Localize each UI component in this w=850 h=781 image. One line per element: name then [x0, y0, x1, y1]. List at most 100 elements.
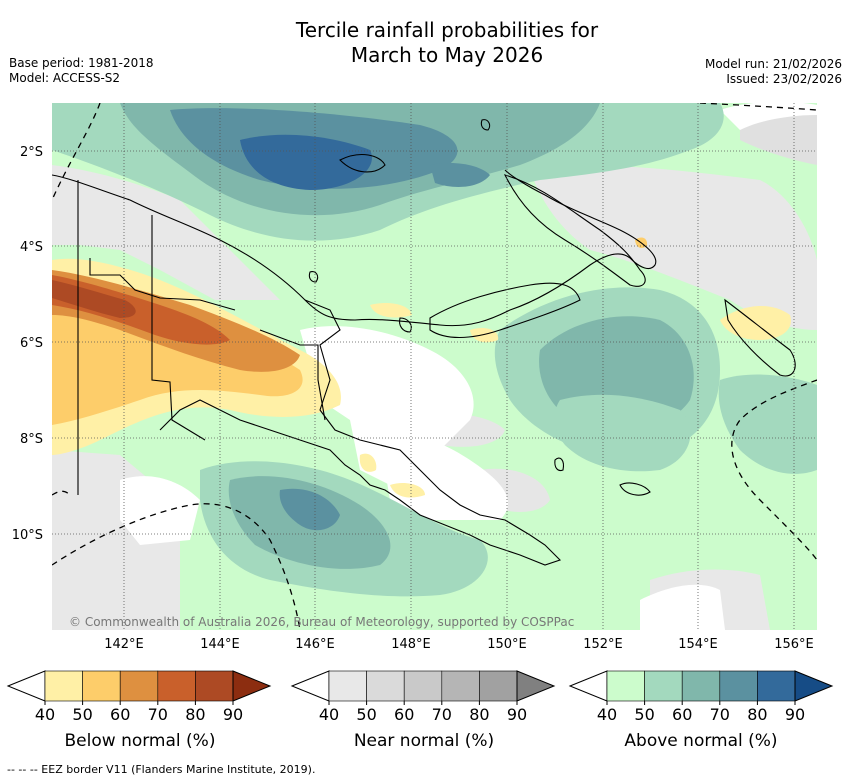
model-run: Model run: 21/02/2026 — [704, 57, 842, 71]
lon-label: 152°E — [583, 637, 623, 652]
below-normal-colorbar-segment — [82, 670, 121, 702]
island — [480, 119, 491, 131]
lon-label: 148°E — [391, 637, 431, 652]
below-normal-colorbar-tick-label: 50 — [72, 705, 92, 724]
province-border — [259, 329, 326, 421]
below-normal-colorbar-tick-label: 70 — [148, 705, 168, 724]
near-normal-area — [530, 165, 817, 330]
eez-borders — [52, 103, 817, 630]
above-normal-colorbar-tick-label: 90 — [785, 705, 805, 724]
island — [619, 482, 651, 496]
above-normal-colorbar-tick-label: 60 — [672, 705, 692, 724]
island — [308, 271, 319, 283]
near-normal-colorbar-tick-label: 90 — [507, 705, 527, 724]
eez-border — [52, 490, 71, 496]
lon-label: 142°E — [104, 637, 144, 652]
probability-field — [52, 103, 817, 630]
issued-date: Issued: 23/02/2026 — [726, 72, 842, 86]
below-normal-colorbar-segment — [157, 670, 196, 702]
island — [399, 317, 412, 333]
near-normal-colorbar-segment — [328, 670, 367, 702]
island-manus — [339, 154, 386, 173]
below-normal-label: Below normal (%) — [64, 731, 216, 751]
base-period: Base period: 1981-2018 — [9, 56, 154, 70]
below-normal-area — [390, 483, 425, 498]
near-normal-colorbar-tick-label: 40 — [319, 705, 339, 724]
lat-labels: 2°S 4°S 6°S 8°S 10°S — [12, 145, 43, 543]
above-normal-colorbar-segment — [719, 670, 758, 702]
province-border — [151, 215, 206, 441]
below-normal-colorbar-extend-high — [232, 670, 272, 702]
province-border — [89, 258, 236, 311]
model-name: Model: ACCESS-S2 — [9, 71, 121, 85]
lat-label: 4°S — [20, 240, 43, 255]
eez-border — [699, 103, 817, 111]
near-normal-colorbar-tick-label: 60 — [394, 705, 414, 724]
lat-label: 8°S — [20, 432, 43, 447]
below-normal-colorbar-tick-label: 80 — [185, 705, 205, 724]
above-normal-area — [240, 134, 372, 190]
near-normal-colorbar-tick-label: 70 — [432, 705, 452, 724]
island — [554, 457, 564, 472]
new-ireland — [503, 174, 646, 287]
above-normal-colorbar-tick-label: 70 — [710, 705, 730, 724]
below-normal-colorbar-segment — [119, 670, 159, 702]
lon-label: 156°E — [774, 637, 814, 652]
lon-label: 154°E — [678, 637, 718, 652]
lon-labels: 142°E 144°E 146°E 148°E 150°E 152°E 154°… — [104, 637, 814, 652]
above-normal-colorbar-tick-label: 50 — [634, 705, 654, 724]
above-normal-area — [718, 374, 817, 474]
near-normal-colorbar-extend-high — [516, 670, 556, 702]
below-normal-colorbar-segment — [44, 670, 83, 702]
lat-label: 10°S — [12, 528, 43, 543]
above-normal-label: Above normal (%) — [624, 731, 778, 751]
below-normal-area — [370, 303, 412, 318]
colorbars: 40 50 60 70 80 90 40 50 60 70 80 90 40 50 60 70 80 90 — [6, 670, 834, 724]
lat-label: 6°S — [20, 336, 43, 351]
lat-label: 2°S — [20, 145, 43, 160]
above-normal-colorbar-extend-high — [794, 670, 834, 702]
above-normal-colorbar-tick-label: 40 — [597, 705, 617, 724]
lon-label: 144°E — [200, 637, 240, 652]
eez-border — [52, 103, 101, 201]
metadata-right: Model run: 21/02/2026 Issued: 23/02/2026 — [705, 57, 842, 87]
near-normal-colorbar-segment — [479, 670, 518, 702]
new-britain — [429, 282, 581, 338]
above-normal-colorbar-segment — [606, 670, 645, 702]
above-normal-area — [430, 163, 490, 187]
above-normal-colorbar-segment — [757, 670, 796, 702]
below-normal-colorbar-extend-low — [6, 670, 46, 702]
new-guinea-north-coast — [52, 169, 657, 327]
below-normal-colorbar-tick-label: 90 — [223, 705, 243, 724]
near-normal-label: Near normal (%) — [353, 731, 495, 751]
below-normal-area — [52, 280, 136, 318]
copyright-notice: © Commonwealth of Australia 2026, Bureau… — [69, 615, 574, 629]
neutral-area — [380, 436, 509, 520]
below-normal-colorbar-tick-label: 60 — [110, 705, 130, 724]
title-line-2: March to May 2026 — [350, 43, 544, 67]
eez-border — [52, 503, 301, 630]
near-normal-colorbar-segment — [366, 670, 405, 702]
near-normal-colorbar-segment — [441, 670, 480, 702]
eez-footnote: -- -- -- EEZ border V11 (Flanders Marine… — [7, 763, 316, 776]
metadata-left: Base period: 1981-2018 Model: ACCESS-S2 — [9, 56, 154, 86]
above-normal-area — [279, 488, 340, 531]
near-normal-colorbar-tick-label: 80 — [469, 705, 489, 724]
near-normal-colorbar-extend-low — [290, 670, 330, 702]
below-normal-colorbar-segment — [195, 670, 234, 702]
above-normal-colorbar-segment — [644, 670, 683, 702]
neutral-area — [120, 476, 200, 545]
neutral-area — [640, 584, 725, 630]
near-normal-area — [52, 165, 280, 300]
title-line-1: Tercile rainfall probabilities for — [295, 18, 599, 42]
lon-label: 146°E — [295, 637, 335, 652]
below-normal-colorbar-tick-label: 40 — [35, 705, 55, 724]
coastlines — [52, 119, 796, 566]
below-normal-area — [359, 453, 377, 472]
near-normal-colorbar-tick-label: 50 — [356, 705, 376, 724]
page-title: Tercile rainfall probabilities for March… — [0, 18, 850, 68]
graticule — [52, 103, 817, 630]
above-normal-colorbar-extend-low — [568, 670, 608, 702]
lon-label: 150°E — [487, 637, 527, 652]
